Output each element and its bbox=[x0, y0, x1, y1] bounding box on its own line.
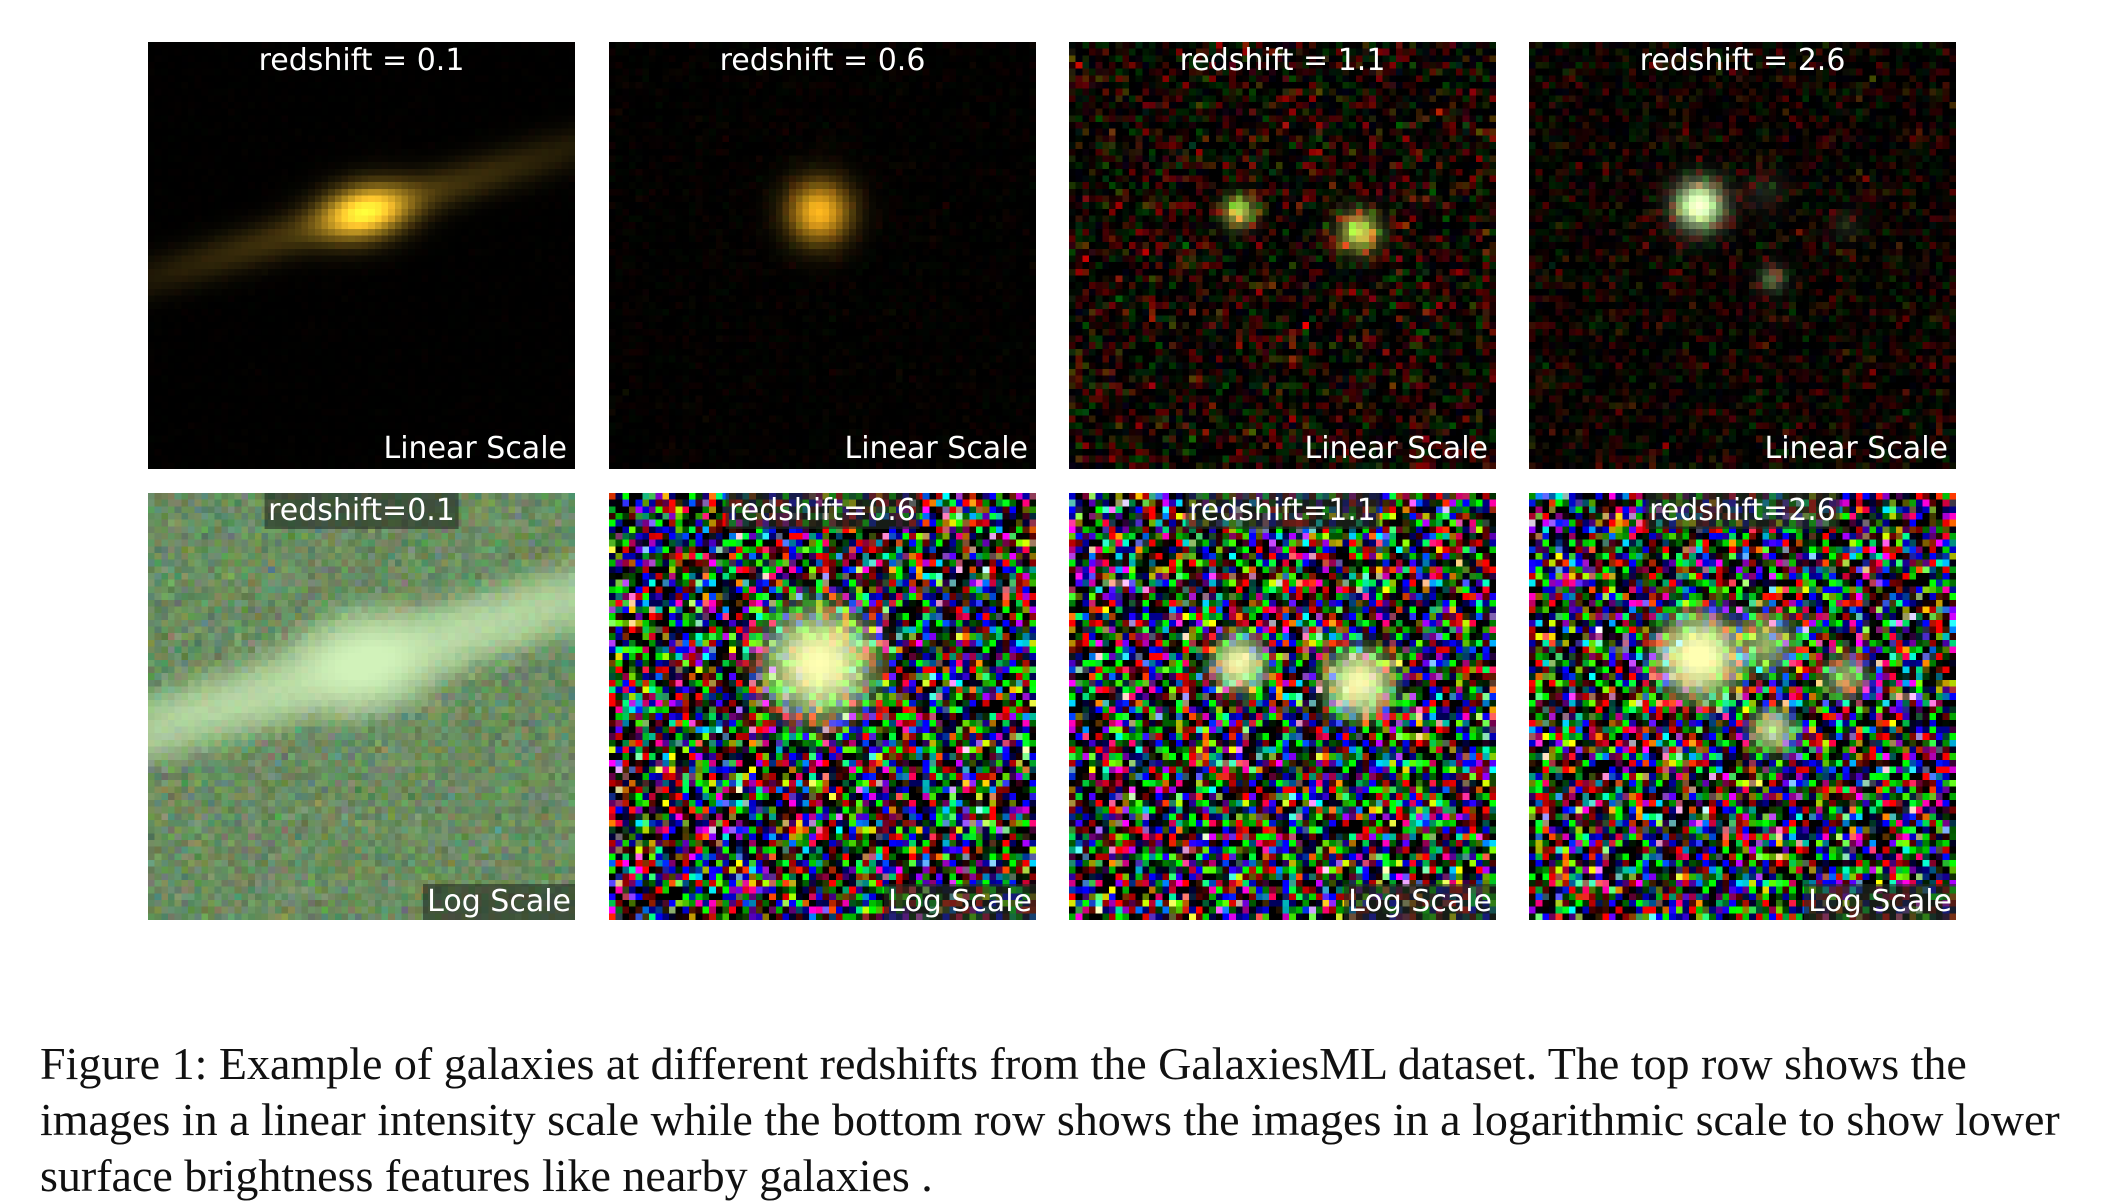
scale-label: Log Scale bbox=[884, 884, 1036, 920]
panel-title: redshift = 2.6 bbox=[1639, 43, 1846, 78]
galaxy-panel-linear-z0.6: redshift = 0.6 Linear Scale bbox=[609, 42, 1036, 469]
galaxy-image bbox=[1069, 493, 1496, 920]
galaxy-image bbox=[148, 42, 575, 469]
panel-title: redshift=0.1 bbox=[264, 493, 459, 529]
galaxy-image bbox=[1529, 42, 1956, 469]
galaxy-panel-linear-z2.6: redshift = 2.6 Linear Scale bbox=[1529, 42, 1956, 469]
galaxy-image bbox=[1529, 493, 1956, 920]
panel-title: redshift=0.6 bbox=[725, 493, 920, 529]
galaxy-panel-log-z2.6: redshift=2.6 Log Scale bbox=[1529, 493, 1956, 920]
galaxy-image bbox=[609, 493, 1036, 920]
scale-label: Log Scale bbox=[423, 884, 575, 920]
galaxy-panel-log-z1.1: redshift=1.1 Log Scale bbox=[1069, 493, 1496, 920]
figure-grid: redshift = 0.1 Linear Scale redshift = 0… bbox=[148, 42, 1956, 920]
scale-label: Linear Scale bbox=[1764, 431, 1949, 466]
panel-title: redshift=1.1 bbox=[1185, 493, 1380, 529]
galaxy-image bbox=[148, 493, 575, 920]
galaxy-panel-linear-z1.1: redshift = 1.1 Linear Scale bbox=[1069, 42, 1496, 469]
scale-label: Linear Scale bbox=[844, 431, 1029, 466]
panel-title: redshift=2.6 bbox=[1645, 493, 1840, 529]
scale-label: Linear Scale bbox=[383, 431, 568, 466]
panel-title: redshift = 1.1 bbox=[1179, 43, 1386, 78]
galaxy-image bbox=[609, 42, 1036, 469]
scale-label: Log Scale bbox=[1804, 884, 1956, 920]
panel-title: redshift = 0.6 bbox=[719, 43, 926, 78]
galaxy-image bbox=[1069, 42, 1496, 469]
scale-label: Linear Scale bbox=[1304, 431, 1489, 466]
figure-caption: Figure 1: Example of galaxies at differe… bbox=[40, 1038, 2060, 1201]
scale-label: Log Scale bbox=[1344, 884, 1496, 920]
panel-title: redshift = 0.1 bbox=[258, 43, 465, 78]
galaxy-panel-log-z0.6: redshift=0.6 Log Scale bbox=[609, 493, 1036, 920]
galaxy-panel-log-z0.1: redshift=0.1 Log Scale bbox=[148, 493, 575, 920]
galaxy-panel-linear-z0.1: redshift = 0.1 Linear Scale bbox=[148, 42, 575, 469]
